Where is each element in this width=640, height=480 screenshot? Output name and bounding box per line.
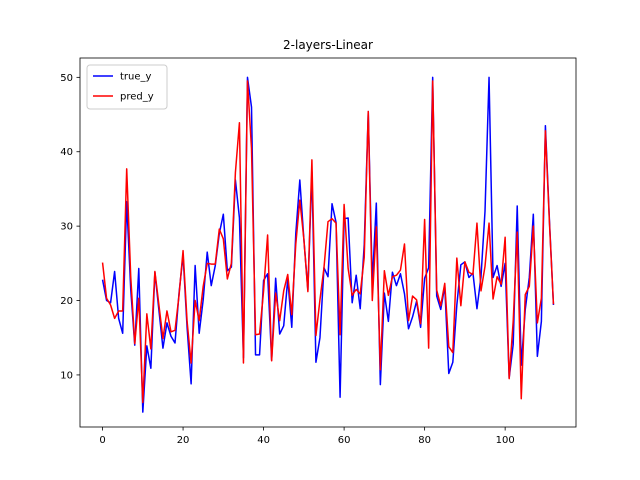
x-tick-label: 0 — [99, 435, 105, 446]
legend-label-true-y: true_y — [120, 72, 152, 83]
chart-title: 2-layers-Linear — [283, 38, 373, 52]
axes: 0 20 40 60 80 100 10 20 30 40 50 — [60, 57, 577, 446]
legend-label-pred-y: pred_y — [120, 92, 154, 103]
x-tick-label: 80 — [418, 435, 431, 446]
series-line-pred-y — [101, 80, 555, 404]
y-tick-label: 50 — [60, 73, 73, 84]
axes-frame — [79, 57, 577, 428]
y-tick-label: 20 — [60, 296, 73, 307]
x-tick-label: 20 — [177, 435, 190, 446]
x-tick-label: 40 — [257, 435, 270, 446]
y-tick-label: 10 — [60, 370, 73, 381]
plot-area — [101, 76, 555, 413]
y-tick-label: 40 — [60, 147, 73, 158]
legend: true_y pred_y — [86, 64, 168, 110]
x-tick-label: 60 — [338, 435, 351, 446]
y-tick-label: 30 — [60, 222, 73, 233]
x-tick-label: 100 — [496, 435, 515, 446]
